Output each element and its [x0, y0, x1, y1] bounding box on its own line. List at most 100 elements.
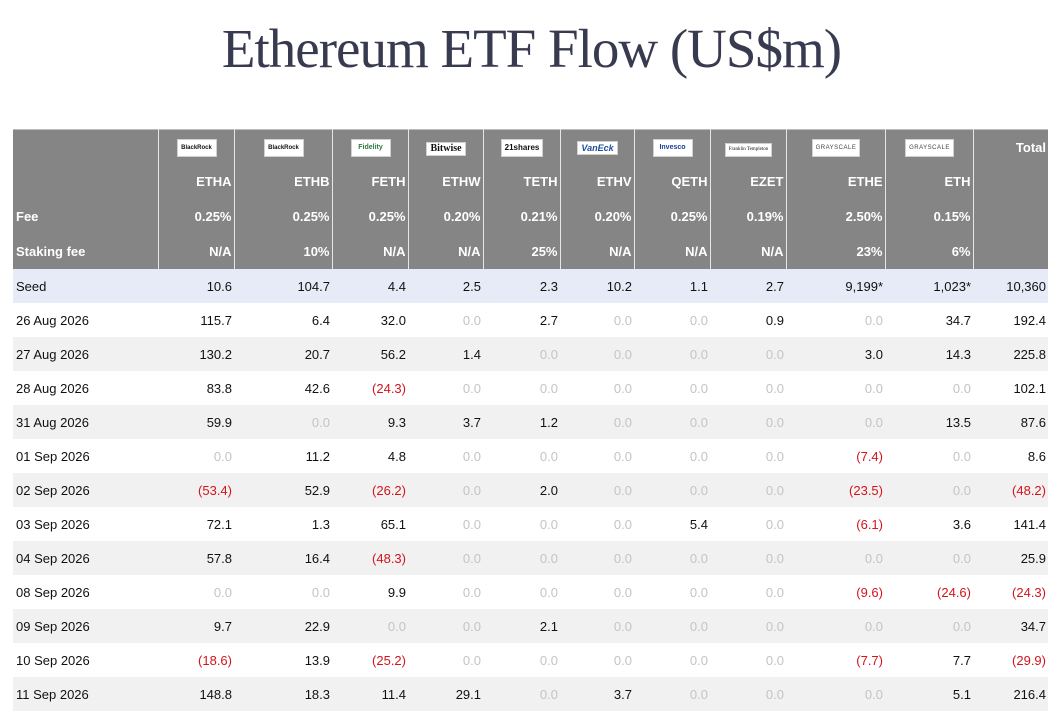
staking-fee-cell: N/A: [408, 234, 484, 269]
table-row: 02 Sep 2026 (53.4) 52.9 (26.2) 0.0 2.0 0.0 0.0 0…: [13, 473, 1048, 507]
staking-fee-cell: 23%: [786, 234, 886, 269]
flow-value-cell: 0.0: [765, 448, 784, 464]
row-date: 04 Sep 2026: [13, 541, 158, 575]
flow-value-cell: 0.0: [213, 584, 232, 600]
row-total: (24.3): [1012, 584, 1046, 600]
flow-value-cell: 29.1: [408, 677, 483, 711]
flow-value-cell: (48.3): [332, 541, 408, 575]
flow-value-cell: 130.2: [158, 337, 234, 371]
flow-value-cell: 9.3: [332, 405, 408, 439]
flow-value-cell: 1.4: [408, 337, 483, 371]
corner-cell: [13, 129, 159, 164]
blackrock-logo: BlackRock: [176, 139, 217, 157]
flow-value-cell: 13.5: [885, 405, 973, 439]
flow-value-cell: 16.4: [234, 541, 332, 575]
flow-value-cell: 0.0: [462, 584, 481, 600]
row-total: 102.1: [1013, 380, 1046, 396]
flow-value-cell: 0.0: [613, 652, 632, 668]
flow-value-cell: 18.3: [234, 677, 332, 711]
flow-value-cell: 0.0: [539, 516, 558, 532]
flow-value-cell: 0.0: [864, 312, 883, 328]
fee-cell: 0.20%: [408, 199, 484, 234]
flow-value-cell: 0.0: [613, 312, 632, 328]
flow-value-cell: 0.0: [462, 652, 481, 668]
flow-value-cell: 0.0: [689, 652, 708, 668]
ticker-cell: QETH: [634, 164, 711, 199]
row-total: 87.6: [973, 405, 1048, 439]
row-total: 225.8: [973, 337, 1048, 371]
flow-value-cell: 148.8: [158, 677, 234, 711]
flow-value-cell: 1.1: [634, 269, 710, 303]
table-row: 11 Sep 2026 148.8 18.3 11.4 29.1 0.0 3.7 0.0 0.0…: [13, 677, 1048, 711]
flow-value-cell: 5.4: [689, 516, 708, 532]
flow-value-cell: 42.6: [304, 380, 330, 396]
ticker-cell: ETHV: [560, 164, 635, 199]
flow-value-cell: 0.0: [560, 609, 634, 643]
fee-cell: 0.21%: [483, 199, 561, 234]
grayscale-logo: GRAYSCALE: [811, 139, 861, 157]
flow-value-cell: 13.9: [304, 652, 330, 668]
flow-value-cell: 11.2: [305, 448, 330, 464]
flow-value-cell: 9.9: [387, 584, 406, 600]
fee-cell: 0.15%: [885, 199, 974, 234]
flow-value-cell: 3.0: [786, 337, 885, 371]
flow-value-cell: 11.4: [332, 677, 408, 711]
flow-value-cell: 3.6: [952, 516, 971, 532]
invesco-logo: Invesco: [652, 139, 693, 157]
table-row: 31 Aug 2026 59.9 0.0 9.3 3.7 1.2 0.0 0.0 0.0 0.0 1…: [13, 405, 1048, 439]
row-date: 31 Aug 2026: [13, 405, 158, 439]
table-row: 09 Sep 2026 9.7 22.9 0.0 0.0 2.1 0.0 0.0 0.0 0.0 0…: [13, 609, 1048, 643]
flow-value-cell: 0.0: [952, 448, 971, 464]
staking-fee-row: Staking fee N/A 10% N/A N/A 25% N/A N/A …: [13, 234, 1048, 269]
page-title: Ethereum ETF Flow (US$m): [221, 18, 842, 79]
flow-value-cell: 0.9: [765, 312, 784, 328]
flow-value-cell: 34.7: [945, 312, 971, 328]
ticker-cell: TETH: [483, 164, 561, 199]
flow-value-cell: (26.2): [332, 473, 408, 507]
row-total: 10,360: [973, 269, 1048, 303]
flow-value-cell: 0.0: [765, 516, 784, 532]
row-date: 09 Sep 2026: [13, 609, 158, 643]
staking-fee-cell: N/A: [332, 234, 409, 269]
flow-value-cell: 6.4: [311, 312, 330, 328]
flow-value-cell: 0.0: [786, 541, 885, 575]
row-total: (29.9): [1012, 652, 1046, 668]
row-total: 192.4: [1013, 312, 1046, 328]
flow-value-cell: 0.0: [613, 584, 632, 600]
21shares-logo: 21shares: [500, 138, 544, 157]
row-date: 08 Sep 2026: [16, 584, 90, 600]
flow-value-cell: (18.6): [198, 652, 232, 668]
flow-value-cell: 9.7: [158, 609, 234, 643]
flow-value-cell: 0.0: [885, 541, 973, 575]
ticker-cell: ETHA: [158, 164, 235, 199]
flow-value-cell: 0.0: [539, 448, 558, 464]
seed-row: Seed 10.6 104.7 4.4 2.5 2.3 10.2 1.1 2.7 9,199* 1,…: [13, 269, 1048, 303]
flow-value-cell: 0.0: [462, 516, 481, 532]
flow-value-cell: 72.1: [206, 516, 232, 532]
flow-value-cell: 0.0: [864, 380, 883, 396]
flow-value-cell: 0.0: [710, 405, 786, 439]
table-row: 03 Sep 2026 72.1 1.3 65.1 0.0 0.0 0.0 5.4 0.0 (6.…: [13, 507, 1048, 541]
flow-value-cell: 57.8: [158, 541, 234, 575]
grayscale-logo: GRAYSCALE: [905, 139, 954, 157]
row-date: 02 Sep 2026: [13, 473, 158, 507]
flow-value-cell: 0.0: [332, 609, 408, 643]
flow-value-cell: (7.7): [856, 652, 883, 668]
flow-value-cell: 4.8: [387, 448, 406, 464]
flow-value-cell: 115.7: [200, 312, 232, 328]
flow-value-cell: 0.0: [634, 541, 710, 575]
flow-value-cell: 0.0: [311, 584, 330, 600]
flow-value-cell: 0.0: [634, 609, 710, 643]
flow-value-cell: 0.0: [483, 677, 560, 711]
row-date: Seed: [13, 269, 158, 303]
table-row: 01 Sep 2026 0.0 11.2 4.8 0.0 0.0 0.0 0.0 0.0 (7.4…: [13, 439, 1048, 473]
flow-value-cell: 0.0: [539, 652, 558, 668]
flow-value-cell: 0.0: [634, 405, 710, 439]
flow-value-cell: 2.3: [483, 269, 560, 303]
flow-value-cell: 0.0: [408, 473, 483, 507]
issuer-logo-row: BlackRock BlackRock Fidelity Bitwise 21s…: [13, 129, 1048, 164]
flow-value-cell: 52.9: [234, 473, 332, 507]
flow-value-cell: 32.0: [380, 312, 406, 328]
flow-value-cell: 7.7: [952, 652, 971, 668]
table-row: 28 Aug 2026 83.8 42.6 (24.3) 0.0 0.0 0.0 0.0 0.0…: [13, 371, 1048, 405]
